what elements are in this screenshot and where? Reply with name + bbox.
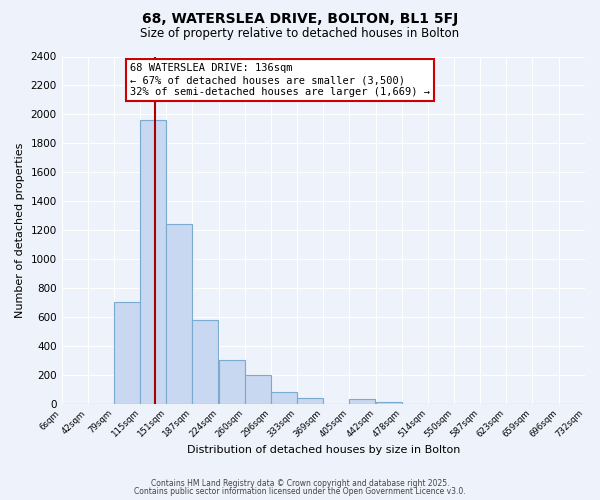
Bar <box>114 302 140 404</box>
Text: 68 WATERSLEA DRIVE: 136sqm
← 67% of detached houses are smaller (3,500)
32% of s: 68 WATERSLEA DRIVE: 136sqm ← 67% of deta… <box>130 64 430 96</box>
Bar <box>376 402 402 404</box>
Text: 68, WATERSLEA DRIVE, BOLTON, BL1 5FJ: 68, WATERSLEA DRIVE, BOLTON, BL1 5FJ <box>142 12 458 26</box>
Bar <box>349 399 375 404</box>
Text: Size of property relative to detached houses in Bolton: Size of property relative to detached ho… <box>140 28 460 40</box>
Y-axis label: Number of detached properties: Number of detached properties <box>15 142 25 318</box>
Bar <box>192 320 218 404</box>
Bar <box>245 374 271 404</box>
X-axis label: Distribution of detached houses by size in Bolton: Distribution of detached houses by size … <box>187 445 460 455</box>
Bar <box>166 224 192 404</box>
Text: Contains HM Land Registry data © Crown copyright and database right 2025.: Contains HM Land Registry data © Crown c… <box>151 478 449 488</box>
Bar <box>298 398 323 404</box>
Bar <box>219 360 245 404</box>
Bar <box>271 392 296 404</box>
Bar <box>140 120 166 404</box>
Text: Contains public sector information licensed under the Open Government Licence v3: Contains public sector information licen… <box>134 487 466 496</box>
